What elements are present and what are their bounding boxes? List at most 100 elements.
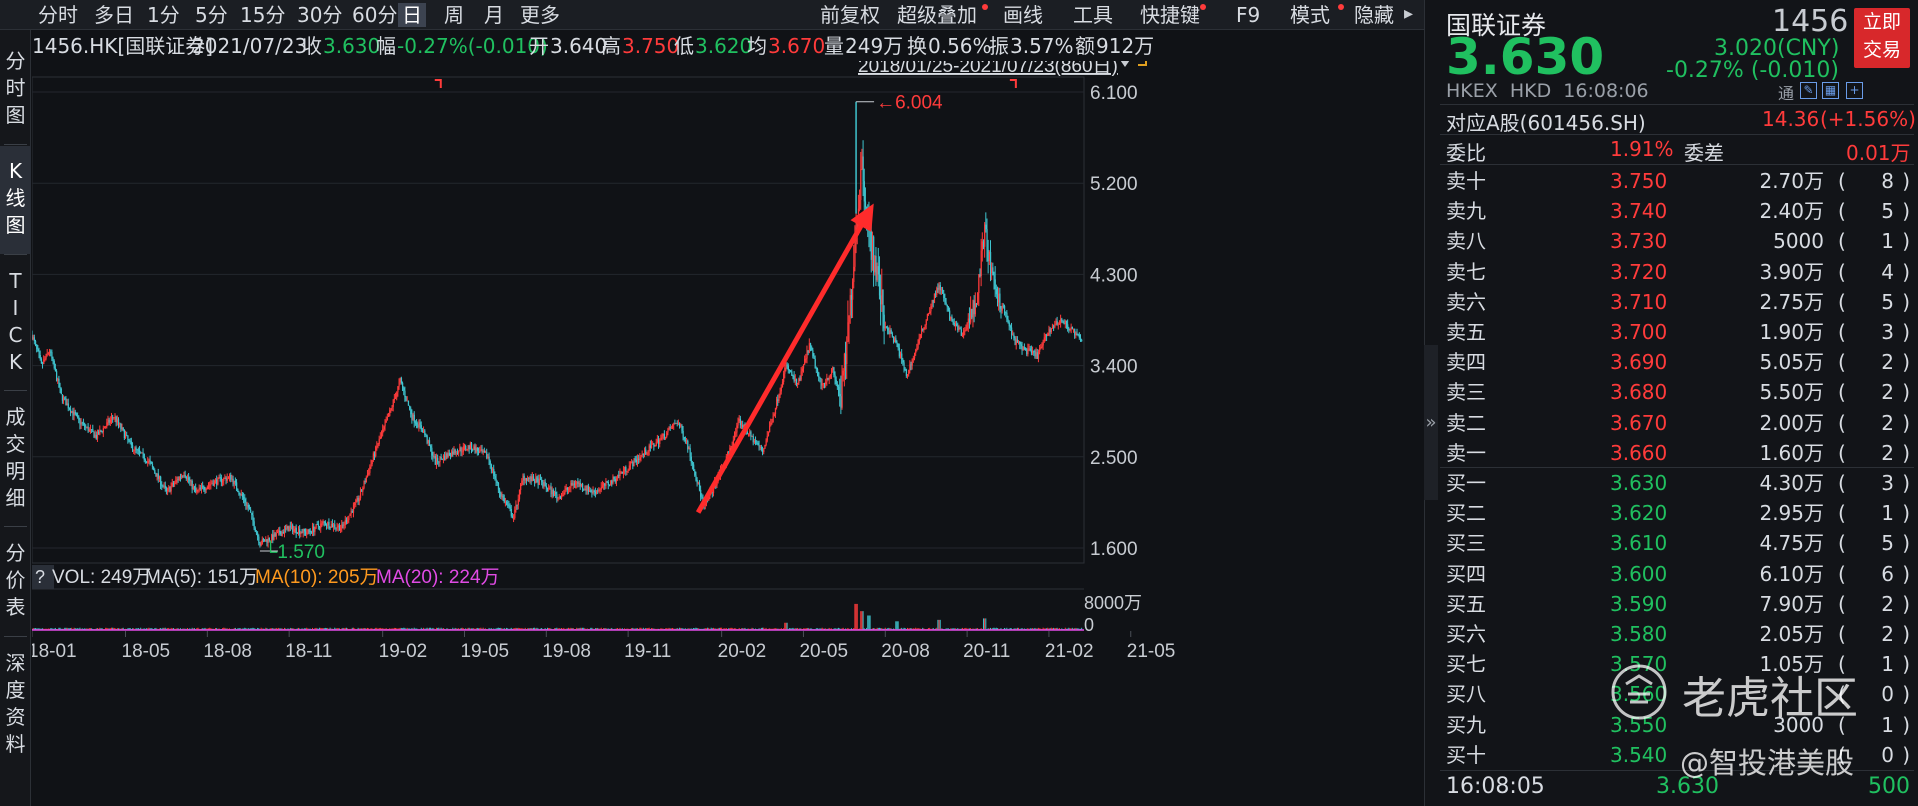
asks-level-volume: 1.60万 [1759,440,1824,465]
toolbar-tool-4[interactable]: 快捷键 [1140,3,1200,27]
side-tab-0[interactable]: 分 时 图 [5,49,26,127]
asks-level-row[interactable]: 卖四 3.690 5.05万 (2) [1446,347,1914,377]
candle-body [573,483,576,485]
asks-level-row[interactable]: 卖十 3.750 2.70万 (8) [1446,166,1914,196]
turnover-value: 0.56% [928,34,992,58]
side-tab-5[interactable]: 深 度 资 料 [5,651,26,756]
candle-body [555,492,557,495]
bids-level-row[interactable]: 买三 3.610 4.75万 (5) [1446,528,1914,558]
candle-body [508,505,510,507]
period-tab-0[interactable]: 分时 [38,3,78,27]
event-marker-icon[interactable] [1009,79,1017,88]
x-tick-label: 21-02 [1045,641,1094,662]
edit-icon[interactable]: ✎ [1800,82,1817,99]
toolbar-tool-6[interactable]: 模式 [1290,3,1330,27]
candle-body [596,490,598,494]
candle-body [453,449,455,455]
cny-price: 3.020(CNY) [1714,36,1840,61]
candle-body [1076,333,1078,335]
candle-body [1074,328,1076,336]
side-tab-1[interactable]: K 线 图 [0,146,31,254]
candle-body [78,416,80,420]
period-tab-1[interactable]: 多日 [94,3,134,27]
candle-body [828,377,830,380]
kline-chart[interactable]: ←6.004 └1.570 6.100 5.200 4.300 3.400 2.500 1.… [28,54,1424,806]
bids-level-row[interactable]: 买十 3.540 (0) [1446,740,1914,770]
asks-level-row[interactable]: 卖二 3.670 2.00万 (2) [1446,408,1914,438]
bids-level-row[interactable]: 买七 3.570 1.05万(1) [1446,649,1914,679]
candle-body [877,266,879,275]
hide-caret-icon[interactable]: ▸ [1404,3,1414,24]
toolbar-tool-3[interactable]: 工具 [1073,3,1113,27]
asks-level-label: 卖三 [1446,380,1486,405]
divider [1440,770,1914,771]
range-dropdown-icon[interactable] [1118,57,1132,67]
bids-level-row[interactable]: 买二 3.620 2.95万 (1) [1446,498,1914,528]
candle-body [568,488,570,490]
asks-level-row[interactable]: 卖三 3.680 5.50万 (2) [1446,377,1914,407]
period-tab-4[interactable]: 15分 [240,3,286,27]
period-tab-6[interactable]: 60分 [352,3,398,27]
volume-axis-bottom: 0 [1084,615,1094,635]
y-tick-label: 6.100 [1090,83,1138,104]
grid-icon[interactable]: ▦ [1822,82,1839,99]
candle-body [681,425,683,431]
help-icon[interactable]: ? [35,567,45,587]
candle-body [687,440,689,450]
asks-level-row[interactable]: 卖八 3.730 5000 (1) [1446,226,1914,256]
bids-level-row[interactable]: 买五 3.590 7.90万 (2) [1446,589,1914,619]
event-marker-icon[interactable] [434,79,442,88]
asks-level-row[interactable]: 卖五 3.700 1.90万 (3) [1446,317,1914,347]
candle-body [236,482,238,489]
chart-axes: 6.100 5.200 4.300 3.400 2.500 1.600 2018/01/25… [28,54,1175,662]
toolbar-tool-5[interactable]: F9 [1236,3,1261,27]
candle-body [485,452,487,454]
candle-body [940,289,943,291]
asks-level-row[interactable]: 卖一 3.660 1.60万 (2) [1446,438,1914,468]
candle-body [189,480,191,482]
candle-body [1009,326,1012,328]
candle-body [785,364,787,368]
chart-overlay: ←6.004 └1.570 [259,79,1017,563]
period-tab-7[interactable]: 日 [398,3,426,27]
asks-level-row[interactable]: 卖六 3.710 2.75万 (5) [1446,287,1914,317]
side-tab-3[interactable]: 成 交 明 细 [5,405,26,510]
toolbar-tool-1[interactable]: 超级叠加 [897,3,977,27]
candle-body [696,480,698,484]
lock-icon[interactable] [1137,54,1147,66]
help-button[interactable] [28,565,54,589]
toolbar-tool-2[interactable]: 画线 [1003,3,1043,27]
side-tab-2[interactable]: T I C K [8,269,23,374]
candle-body [327,521,329,526]
candle-body [202,486,204,488]
add-icon[interactable]: + [1846,82,1863,99]
asks-level-volume: 2.00万 [1759,410,1824,435]
period-tab-9[interactable]: 月 [484,3,504,27]
bids-level-row[interactable]: 买一 3.630 4.30万 (3) [1446,468,1914,498]
period-tab-8[interactable]: 周 [444,3,464,27]
candle-body [329,527,331,529]
bids-level-row[interactable]: 买九 3.550 3000(1) [1446,710,1914,740]
candle-body [125,435,127,439]
toolbar-tool-7[interactable]: 隐藏 [1354,3,1394,27]
period-tab-5[interactable]: 30分 [297,3,343,27]
asks-level-row[interactable]: 卖七 3.720 3.90万 (4) [1446,257,1914,287]
candle-body [661,435,663,438]
asks-level-row[interactable]: 卖九 3.740 2.40万 (5) [1446,196,1914,226]
side-tab-4[interactable]: 分 价 表 [5,541,26,619]
bids-level-row[interactable]: 买四 3.600 6.10万 (6) [1446,559,1914,589]
bids-level-label: 买七 [1446,652,1486,677]
collapse-panel-handle[interactable]: » [1424,345,1438,500]
trade-now-button[interactable]: 立即 交易 [1854,8,1910,68]
divider [1440,134,1914,135]
candle-body [584,489,586,490]
candle-body [603,483,605,486]
bids-level-row[interactable]: 买六 3.580 2.05万 (2) [1446,619,1914,649]
date-range-label[interactable]: 2018/01/25-2021/07/23(860日) [858,56,1118,77]
period-tab-2[interactable]: 1分 [147,3,180,27]
candle-body [303,528,306,532]
toolbar-tool-0[interactable]: 前复权 [820,3,880,27]
period-tab-10[interactable]: 更多 [520,3,560,27]
candle-body [395,397,397,399]
period-tab-3[interactable]: 5分 [195,3,228,27]
